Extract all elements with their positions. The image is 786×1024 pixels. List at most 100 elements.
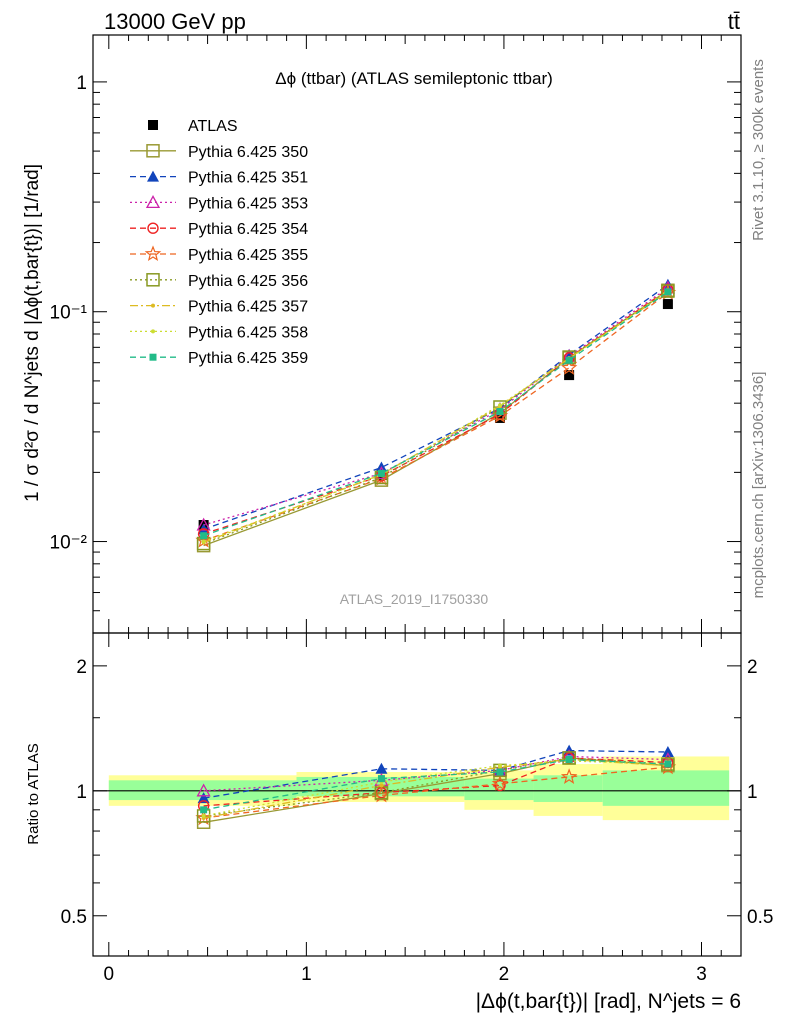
mcplots-label: mcplots.cern.ch [arXiv:1306.3436]	[750, 372, 767, 599]
legend-item: Pythia 6.425 358	[130, 324, 308, 341]
series-line	[203, 284, 669, 530]
series-pythia-6-425-359	[200, 755, 672, 814]
legend-item: Pythia 6.425 356	[130, 273, 308, 290]
data-point	[375, 762, 388, 774]
process-label: tt̄	[728, 9, 740, 34]
x-tick-label: 1	[301, 964, 312, 985]
data-point	[562, 751, 576, 765]
series-line	[203, 289, 669, 543]
series-line	[203, 755, 668, 792]
stat-uncertainty-band	[602, 770, 730, 806]
data-point	[200, 532, 208, 540]
legend-item: Pythia 6.425 351	[130, 170, 308, 187]
y-tick-label: 10⁻²	[50, 533, 88, 554]
data-point	[661, 284, 675, 298]
ratio-frame	[92, 632, 742, 957]
legend-item: ATLAS	[148, 118, 238, 135]
series-pythia-6-425-354	[197, 283, 674, 540]
legend-item: Pythia 6.425 357	[130, 299, 308, 316]
ratio-y-tick-label-right: 2	[747, 657, 758, 678]
y-tick-label: 10⁻¹	[50, 303, 88, 324]
ratio-axes: 0.5 0.5 1 1 2 2 0 1 2 3	[61, 633, 773, 985]
legend-marker	[149, 353, 157, 361]
legend-item: Pythia 6.425 359	[130, 350, 308, 367]
legend-item: Pythia 6.425 354	[130, 221, 308, 238]
ratio-y-tick-label: 0.5	[61, 907, 87, 928]
series-pythia-6-425-353	[196, 280, 675, 531]
legend-marker	[146, 273, 160, 287]
series-line	[203, 749, 668, 799]
series-line	[203, 757, 668, 807]
data-point	[373, 469, 390, 486]
energy-label: 13000 GeV pp	[104, 9, 246, 34]
data-point	[377, 775, 385, 783]
data-point	[196, 783, 211, 797]
legend-marker	[145, 195, 161, 209]
legend-marker	[151, 329, 155, 334]
legend-marker	[147, 222, 159, 234]
x-tick-label: 2	[499, 964, 510, 985]
main-y-axis-label: 1 / σ d²σ / d N^jets d |Δϕ(t,bar{t})| [1…	[22, 164, 43, 502]
stat-uncertainty-band	[108, 780, 297, 801]
legend-marker	[146, 144, 160, 158]
data-point	[196, 517, 211, 531]
data-point	[560, 768, 578, 784]
data-point	[664, 760, 672, 768]
data-point	[560, 359, 578, 375]
x-tick-label: 3	[696, 964, 707, 985]
data-point	[659, 284, 677, 300]
ratio-series-group	[195, 744, 677, 830]
ratio-y-axis-label: Ratio to ATLAS	[25, 743, 42, 844]
legend-label: Pythia 6.425 356	[188, 273, 308, 290]
data-point	[497, 403, 502, 408]
ratio-y-tick-label: 2	[76, 657, 87, 678]
y-tick-label: 1	[76, 73, 87, 94]
data-point	[664, 288, 672, 296]
data-point	[662, 299, 673, 310]
legend-label: Pythia 6.425 358	[188, 324, 308, 341]
data-point	[496, 408, 504, 416]
data-point	[565, 755, 573, 763]
data-point	[497, 763, 502, 768]
x-tick-label: 0	[104, 964, 115, 985]
data-point	[200, 806, 208, 814]
legend-label: Pythia 6.425 350	[188, 144, 308, 161]
main-axes: 10⁻² 10⁻¹ 1	[50, 35, 741, 634]
analysis-watermark: ATLAS_2019_I1750330	[340, 591, 489, 607]
ratio-y-tick-label-right: 1	[747, 782, 758, 803]
legend-marker	[147, 170, 159, 182]
series-line	[203, 290, 669, 545]
legend-marker	[148, 120, 158, 130]
legend-label: ATLAS	[188, 118, 238, 135]
legend-item: Pythia 6.425 355	[130, 245, 308, 264]
data-point	[197, 792, 210, 804]
data-point	[564, 370, 575, 381]
ratio-y-tick-label-right: 0.5	[747, 907, 773, 928]
legend-label: Pythia 6.425 354	[188, 221, 308, 238]
legend-label: Pythia 6.425 357	[188, 299, 308, 316]
data-point	[377, 469, 385, 477]
data-point	[494, 412, 505, 423]
legend-marker	[151, 303, 155, 308]
rivet-label: Rivet 3.1.10, ≥ 300k events	[750, 59, 767, 241]
data-point	[661, 746, 674, 758]
series-line	[203, 758, 668, 811]
main-title: Δϕ (ttbar) (ATLAS semileptonic ttbar)	[275, 69, 553, 88]
legend-item: Pythia 6.425 353	[130, 195, 308, 212]
legend-label: Pythia 6.425 351	[188, 170, 308, 187]
data-point	[379, 783, 384, 788]
series-line	[203, 766, 668, 819]
data-point	[496, 768, 504, 776]
main-series-group	[195, 278, 677, 553]
legend-label: Pythia 6.425 359	[188, 350, 308, 367]
legend-marker	[144, 245, 162, 262]
legend-label: Pythia 6.425 355	[188, 247, 308, 264]
x-axis-label: |Δϕ(t,bar{t})| [rad], N^jets = 6	[476, 990, 741, 1013]
legend-item: Pythia 6.425 350	[130, 144, 308, 161]
data-point	[201, 539, 206, 544]
ratio-uncertainty-bands	[93, 756, 741, 821]
legend: ATLAS Pythia 6.425 350 Pythia 6.425 351 Pyt…	[130, 118, 308, 367]
data-point	[565, 356, 573, 364]
ratio-y-tick-label: 1	[76, 782, 87, 803]
